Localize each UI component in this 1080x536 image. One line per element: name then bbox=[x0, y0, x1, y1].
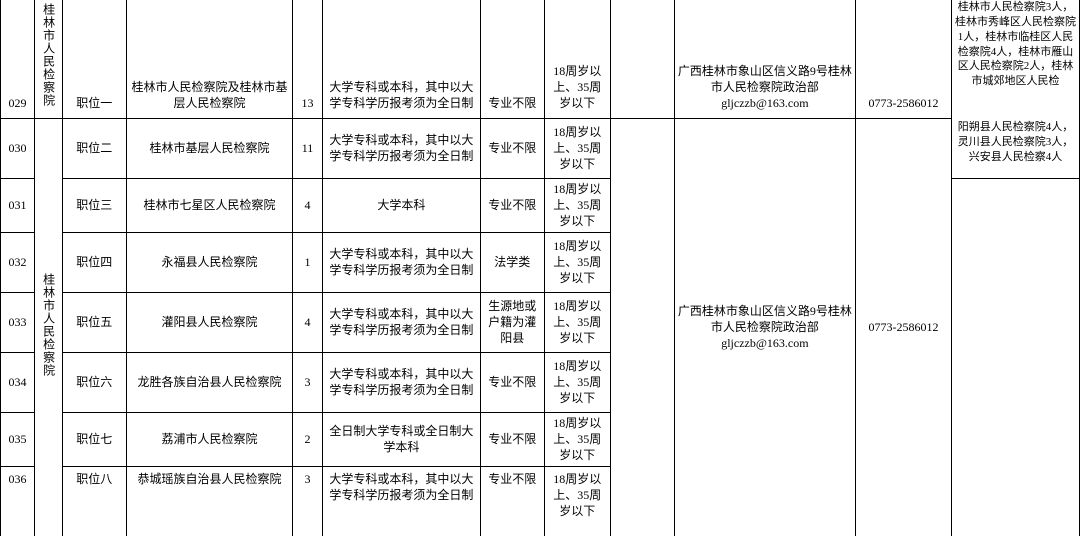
cell-major: 生源地或户籍为灌阳县 bbox=[480, 292, 544, 352]
cell-age: 18周岁以上、35周岁以下 bbox=[544, 292, 610, 352]
cell-index: 033 bbox=[1, 292, 35, 352]
cell-education: 大学专科或本科，其中以大学专科学历报考须为全日制 bbox=[322, 0, 480, 118]
recruitment-table: 029 桂林市人民检察院 职位一 桂林市人民检察院及桂林市基层人民检察院 13 … bbox=[0, 0, 1080, 536]
cell-position: 职位二 bbox=[62, 118, 126, 178]
cell-major: 专业不限 bbox=[480, 412, 544, 466]
cell-age: 18周岁以上、35周岁以下 bbox=[544, 352, 610, 412]
cell-count: 1 bbox=[293, 232, 323, 292]
cell-age: 18周岁以上、35周岁以下 bbox=[544, 232, 610, 292]
cell-index: 035 bbox=[1, 412, 35, 466]
cell-index: 030 bbox=[1, 118, 35, 178]
cell-unit: 桂林市人民检察院及桂林市基层人民检察院 bbox=[126, 0, 292, 118]
recruitment-table-fragment: 029 桂林市人民检察院 职位一 桂林市人民检察院及桂林市基层人民检察院 13 … bbox=[0, 0, 1080, 536]
cell-education: 大学本科 bbox=[322, 178, 480, 232]
cell-dept: 桂林市人民检察院 bbox=[35, 118, 63, 536]
cell-age: 18周岁以上、35周岁以下 bbox=[544, 466, 610, 536]
cell-position: 职位八 bbox=[62, 466, 126, 536]
cell-education: 大学专科或本科，其中以大学专科学历报考须为全日制 bbox=[322, 466, 480, 536]
cell-education: 大学专科或本科，其中以大学专科学历报考须为全日制 bbox=[322, 352, 480, 412]
cell-position: 职位四 bbox=[62, 232, 126, 292]
cell-position: 职位七 bbox=[62, 412, 126, 466]
cell-unit: 荔浦市人民检察院 bbox=[126, 412, 292, 466]
cell-index: 029 bbox=[1, 0, 35, 118]
cell-position: 职位一 bbox=[62, 0, 126, 118]
cell-index: 034 bbox=[1, 352, 35, 412]
cell-major: 专业不限 bbox=[480, 352, 544, 412]
cell-position: 职位六 bbox=[62, 352, 126, 412]
table-row: 030 桂林市人民检察院 职位二 桂林市基层人民检察院 11 大学专科或本科，其… bbox=[1, 118, 1080, 178]
cell-major: 专业不限 bbox=[480, 118, 544, 178]
cell-index: 032 bbox=[1, 232, 35, 292]
cell-count: 11 bbox=[293, 118, 323, 178]
cell-unit: 龙胜各族自治县人民检察院 bbox=[126, 352, 292, 412]
cell-count: 3 bbox=[293, 466, 323, 536]
cell-dept: 桂林市人民检察院 bbox=[35, 0, 63, 118]
cell-blank bbox=[610, 0, 674, 118]
cell-unit: 灌阳县人民检察院 bbox=[126, 292, 292, 352]
cell-unit: 永福县人民检察院 bbox=[126, 232, 292, 292]
cell-age: 18周岁以上、35周岁以下 bbox=[544, 118, 610, 178]
cell-note bbox=[951, 178, 1079, 536]
cell-education: 大学专科或本科，其中以大学专科学历报考须为全日制 bbox=[322, 118, 480, 178]
cell-tel: 0773-2586012 bbox=[856, 0, 952, 118]
cell-note: 阳朔县人民检察院4人，灵川县人民检察院3人，兴安县人民检察4人 bbox=[951, 118, 1079, 178]
cell-count: 2 bbox=[293, 412, 323, 466]
cell-position: 职位五 bbox=[62, 292, 126, 352]
cell-address: 广西桂林市象山区信义路9号桂林市人民检察院政治部 gljczzb@163.com bbox=[674, 0, 855, 118]
cell-position: 职位三 bbox=[62, 178, 126, 232]
cell-count: 3 bbox=[293, 352, 323, 412]
cell-blank bbox=[610, 118, 674, 536]
cell-count: 4 bbox=[293, 292, 323, 352]
cell-count: 4 bbox=[293, 178, 323, 232]
cell-major: 专业不限 bbox=[480, 466, 544, 536]
cell-note: 桂林市人民检察院3人，桂林市秀峰区人民检察院1人，桂林市临桂区人民检察院4人，桂… bbox=[951, 0, 1079, 118]
cell-education: 全日制大学专科或全日制大学本科 bbox=[322, 412, 480, 466]
table-row: 029 桂林市人民检察院 职位一 桂林市人民检察院及桂林市基层人民检察院 13 … bbox=[1, 0, 1080, 118]
cell-unit: 桂林市基层人民检察院 bbox=[126, 118, 292, 178]
cell-education: 大学专科或本科，其中以大学专科学历报考须为全日制 bbox=[322, 232, 480, 292]
cell-index: 031 bbox=[1, 178, 35, 232]
cell-count: 13 bbox=[293, 0, 323, 118]
cell-address: 广西桂林市象山区信义路9号桂林市人民检察院政治部 gljczzb@163.com bbox=[674, 118, 855, 536]
cell-major: 专业不限 bbox=[480, 0, 544, 118]
cell-unit: 桂林市七星区人民检察院 bbox=[126, 178, 292, 232]
cell-age: 18周岁以上、35周岁以下 bbox=[544, 412, 610, 466]
cell-major: 法学类 bbox=[480, 232, 544, 292]
cell-tel: 0773-2586012 bbox=[856, 118, 952, 536]
cell-major: 专业不限 bbox=[480, 178, 544, 232]
cell-unit: 恭城瑶族自治县人民检察院 bbox=[126, 466, 292, 536]
cell-education: 大学专科或本科，其中以大学专科学历报考须为全日制 bbox=[322, 292, 480, 352]
cell-age: 18周岁以上、35周岁以下 bbox=[544, 178, 610, 232]
cell-index: 036 bbox=[1, 466, 35, 536]
cell-age: 18周岁以上、35周岁以下 bbox=[544, 0, 610, 118]
